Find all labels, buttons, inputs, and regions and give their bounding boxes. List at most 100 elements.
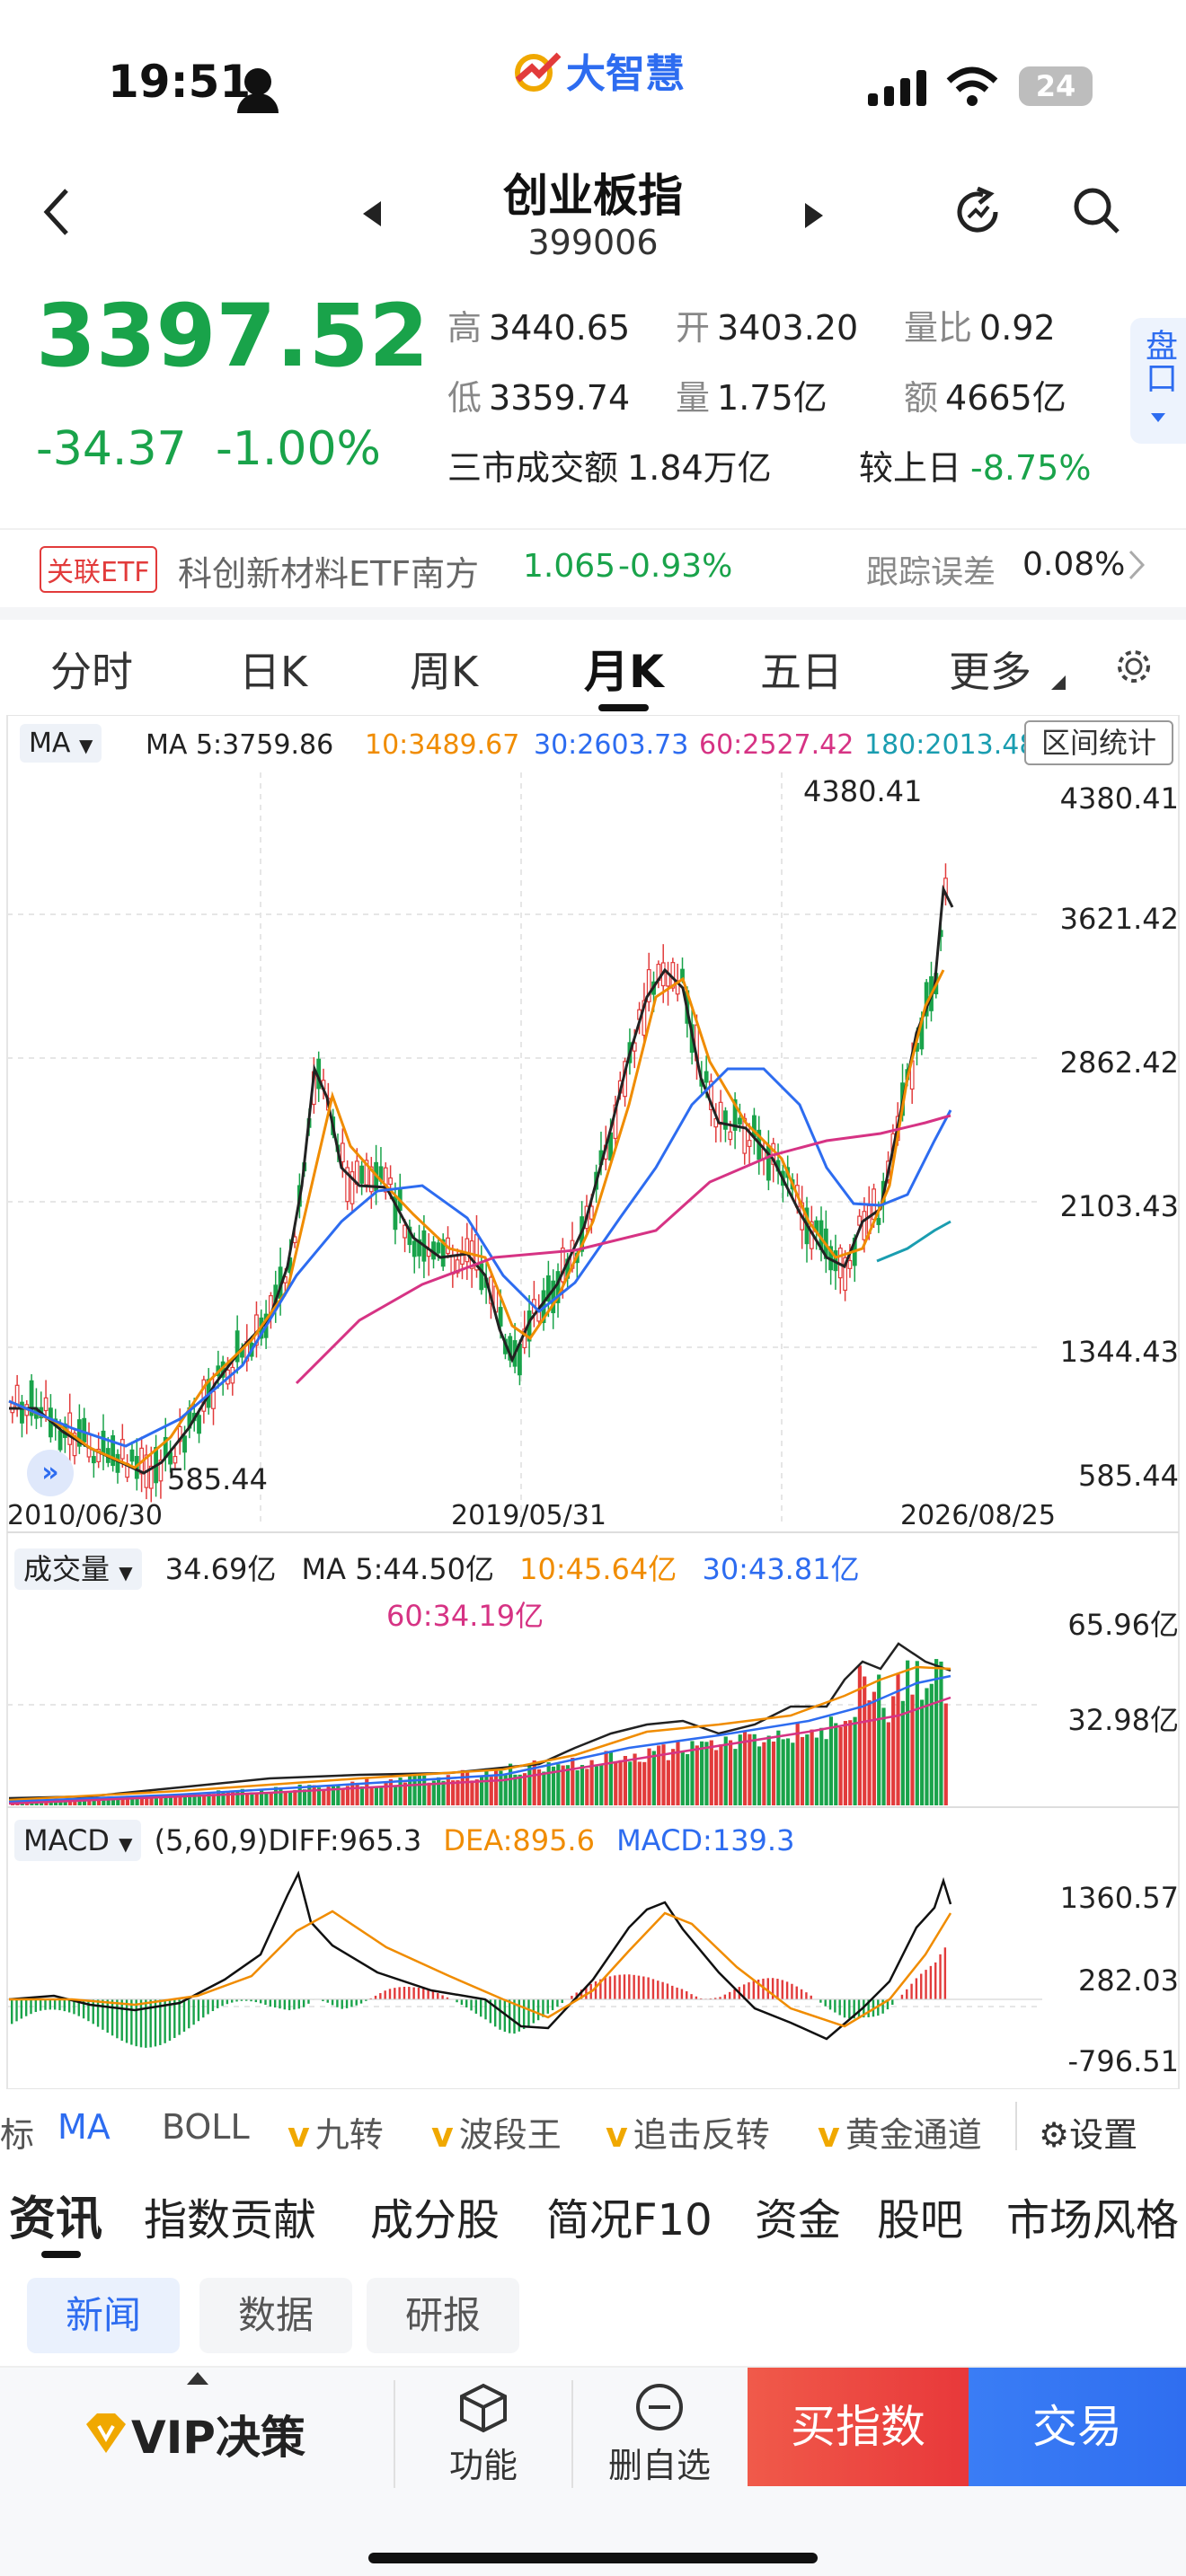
volume-bar — [719, 1744, 723, 1805]
volume-bar — [202, 1795, 207, 1805]
y-label: 3621.42 — [1059, 902, 1179, 936]
info-tab-market-style[interactable]: 市场风格 — [1006, 2195, 1180, 2245]
macd-bar — [259, 1999, 262, 2004]
tab-more[interactable]: 更多 — [949, 648, 1031, 696]
macd-bar — [920, 1973, 923, 1999]
x-label: 2019/05/31 — [451, 1500, 606, 1531]
back-button[interactable] — [41, 187, 70, 241]
subtab-data[interactable]: 数据 — [199, 2278, 352, 2353]
indicator-tab-huangjin[interactable]: v 黄金通道 — [818, 2115, 982, 2155]
gear-icon — [1118, 650, 1150, 683]
macd-bar — [135, 1999, 137, 2047]
macd-bar — [188, 1999, 190, 2029]
macd-bar — [24, 1999, 28, 2016]
indicator-tab-boduan[interactable]: v 波段王 — [431, 2115, 562, 2155]
macd-bar — [518, 1999, 521, 2032]
volume-bar — [431, 1780, 436, 1805]
indicator-tab-boll[interactable]: BOLL — [162, 2107, 250, 2147]
volume-bar — [288, 1791, 293, 1805]
next-stock-button[interactable] — [803, 201, 825, 234]
volume-bar — [518, 1774, 522, 1805]
tab-fenshi[interactable]: 分时 — [50, 648, 133, 696]
vip-decision-button[interactable]: VIP决策 — [81, 2402, 305, 2466]
indicator-tab-partial[interactable]: 标 — [0, 2115, 35, 2155]
volume-bar — [661, 1744, 666, 1805]
function-button[interactable]: 功能 — [412, 2380, 555, 2487]
subtab-news[interactable]: 新闻 — [27, 2278, 180, 2353]
subtab-research[interactable]: 研报 — [367, 2278, 519, 2353]
chart-settings-button[interactable] — [1114, 647, 1154, 690]
pankou-button[interactable]: 盘口 — [1130, 318, 1186, 444]
volume-bar — [493, 1769, 499, 1805]
volume-bar — [623, 1756, 627, 1805]
candle-body — [440, 1239, 446, 1267]
indicator-settings-button[interactable]: ⚙设置 — [1039, 2115, 1138, 2155]
related-etf-row[interactable] — [0, 528, 1186, 607]
indicator-tab-zhuiji[interactable]: v 追击反转 — [606, 2115, 770, 2155]
tab-daily-k[interactable]: 日K — [239, 648, 308, 696]
search-button[interactable] — [1071, 185, 1121, 239]
ma-indicator-selector[interactable]: MA ▼ — [20, 724, 102, 763]
volume-bar — [168, 1797, 173, 1805]
info-tab-constituents[interactable]: 成分股 — [370, 2195, 500, 2245]
remove-watchlist-button[interactable]: 删自选 — [588, 2380, 731, 2487]
volume-selector-label: 成交量 — [23, 1552, 111, 1586]
macd-bar — [408, 1987, 411, 1999]
prev-stock-button[interactable] — [361, 199, 383, 232]
info-tab-f10[interactable]: 简况F10 — [546, 2195, 712, 2245]
triangle-right-icon — [805, 203, 823, 228]
info-tab-forum[interactable]: 股吧 — [877, 2195, 964, 2245]
volume-bar-series — [11, 1659, 948, 1805]
tab-monthly-k[interactable]: 月K — [584, 646, 664, 698]
volume-indicator-selector[interactable]: 成交量 ▼ — [14, 1548, 142, 1590]
info-tab-funds[interactable]: 资金 — [755, 2195, 842, 2245]
info-tab-contribution[interactable]: 指数贡献 — [144, 2195, 317, 2245]
volume-bar — [474, 1779, 479, 1805]
candle-body — [82, 1417, 87, 1442]
volume-bar — [173, 1794, 178, 1805]
macd-bar — [580, 1989, 583, 1999]
candle-body — [862, 1211, 867, 1240]
candle-body — [383, 1167, 388, 1193]
triangle-left-icon — [363, 201, 381, 226]
macd-bar — [197, 1999, 200, 2022]
x-label: 2026/08/25 — [900, 1500, 1056, 1531]
volume-bar — [800, 1736, 805, 1805]
macd-bar — [915, 1978, 918, 1999]
candle-body — [465, 1238, 470, 1263]
macd-bar — [651, 1979, 655, 1999]
vip-v-icon: v — [606, 2115, 628, 2155]
stat-market-amount: 三市成交额 1.84万亿 — [447, 448, 772, 488]
volume-bar — [437, 1777, 441, 1805]
range-stats-button[interactable]: 区间统计 — [1024, 720, 1173, 765]
trade-button[interactable]: 交易 — [969, 2368, 1186, 2486]
volume-bar — [915, 1661, 919, 1805]
vip-v-icon: v — [288, 2115, 310, 2155]
info-tab-news[interactable]: 资讯 — [9, 2192, 103, 2246]
macd-bar — [536, 1999, 540, 2021]
buy-index-button[interactable]: 买指数 — [748, 2368, 969, 2486]
macd-bar — [695, 1996, 698, 1999]
tab-weekly-k[interactable]: 周K — [410, 648, 479, 696]
candle-body — [211, 1390, 216, 1409]
macd-bar — [20, 1999, 23, 2019]
signal-icon — [868, 70, 931, 110]
ma180-line — [876, 1220, 951, 1263]
minus-circle-icon — [636, 2384, 683, 2430]
volume-bar — [680, 1751, 685, 1805]
tab-five-day[interactable]: 五日 — [760, 648, 843, 696]
macd-indicator-selector[interactable]: MACD ▼ — [14, 1820, 142, 1861]
macd-bar — [394, 1988, 396, 1999]
macd-bar — [637, 1975, 641, 1999]
indicator-tab-jiuzhuan[interactable]: v 九转 — [288, 2115, 384, 2155]
macd-bar — [168, 1999, 172, 2042]
macd-bar — [211, 1999, 215, 2012]
volume-bar — [671, 1749, 676, 1805]
kline-chart[interactable] — [0, 715, 1186, 2089]
volume-bar — [925, 1688, 929, 1805]
candle-body — [129, 1449, 135, 1462]
refresh-button[interactable] — [951, 185, 1005, 243]
macd-bar — [546, 1999, 549, 2014]
indicator-tab-ma[interactable]: MA — [58, 2107, 111, 2147]
expand-chart-button[interactable]: » — [27, 1450, 74, 1496]
